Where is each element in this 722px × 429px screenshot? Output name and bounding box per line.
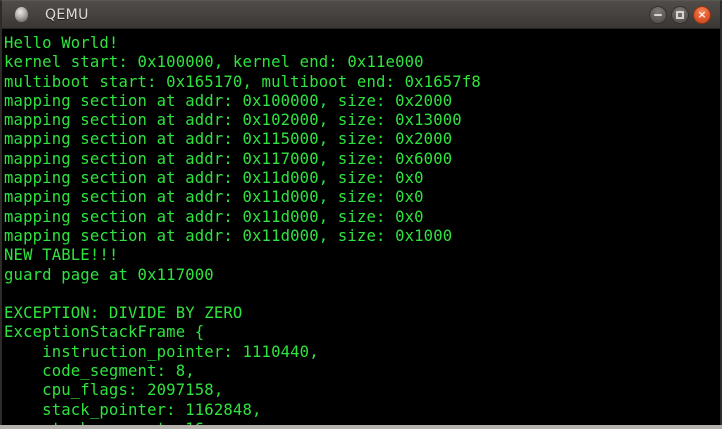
qemu-terminal-display[interactable]: Hello World! kernel start: 0x100000, ker… (2, 29, 720, 425)
minimize-icon (654, 14, 662, 16)
window-titlebar[interactable]: QEMU × (2, 1, 720, 29)
close-button[interactable]: × (693, 6, 711, 24)
maximize-icon (676, 11, 684, 19)
close-icon: × (697, 8, 707, 21)
maximize-button[interactable] (671, 6, 689, 24)
window-title: QEMU (45, 6, 89, 23)
qemu-app-icon (15, 7, 28, 22)
minimize-button[interactable] (649, 6, 667, 24)
window-bottom-edge (0, 425, 722, 429)
console-output: Hello World! kernel start: 0x100000, ker… (4, 34, 481, 425)
window-controls: × (649, 6, 711, 24)
